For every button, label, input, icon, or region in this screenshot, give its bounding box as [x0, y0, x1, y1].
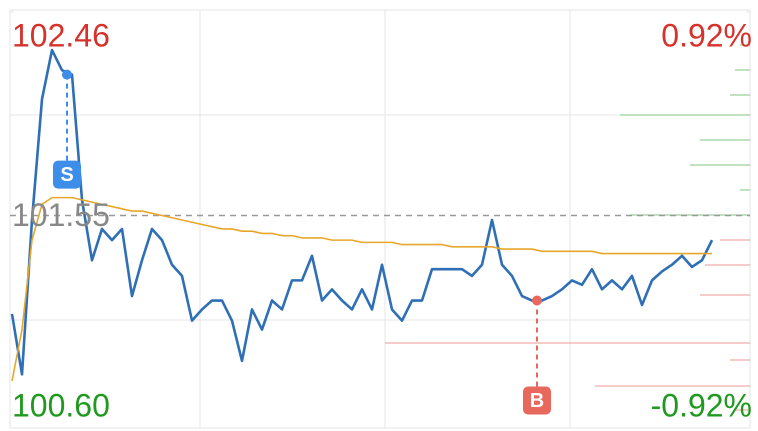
- marker-label: B: [530, 390, 544, 412]
- marker-badge: [523, 386, 551, 415]
- y2-tick-label: -0.92%: [651, 387, 752, 423]
- marker-dot: [62, 69, 72, 80]
- marker-badge: [53, 160, 81, 189]
- y-tick-label: 102.46: [12, 17, 110, 53]
- reference-label: 101.55: [12, 197, 110, 233]
- price-line: [10, 48, 714, 376]
- y2-tick-label: 0.92%: [661, 17, 752, 53]
- average-line: [11, 196, 712, 382]
- depth-bars: [385, 44, 750, 411]
- marker-dot: [532, 295, 542, 306]
- grid: [9, 9, 751, 429]
- marker-label: S: [60, 164, 73, 186]
- y-tick-label: 100.60: [12, 387, 110, 423]
